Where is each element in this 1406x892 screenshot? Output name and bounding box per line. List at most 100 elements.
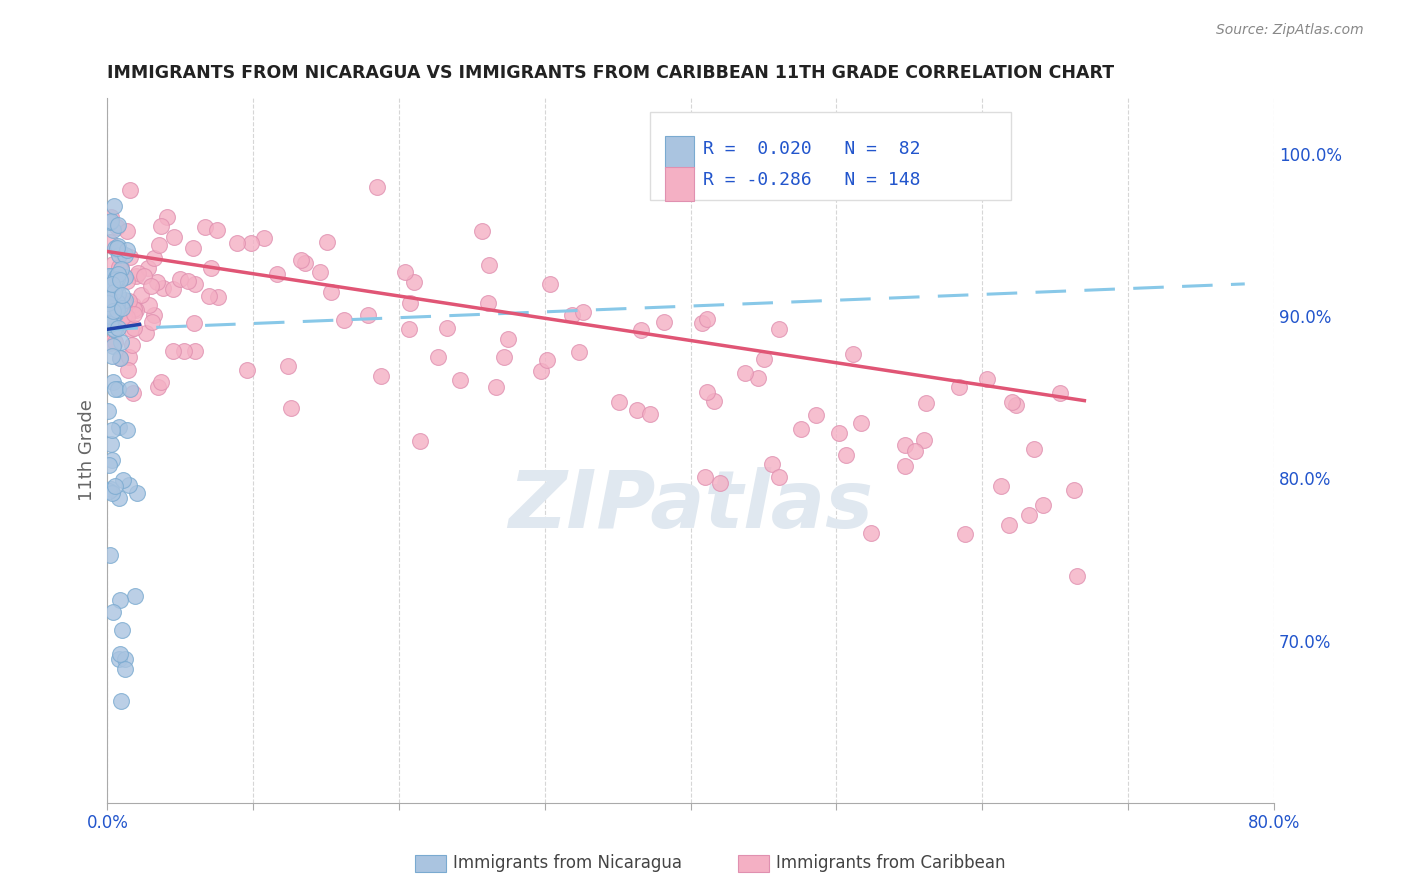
Point <box>319 285 342 300</box>
Point <box>114 662 136 676</box>
Point <box>177 273 200 287</box>
Point <box>114 311 136 326</box>
Point <box>538 277 561 292</box>
Point <box>110 260 132 275</box>
Text: ZIPatlas: ZIPatlas <box>508 467 873 545</box>
Point <box>768 470 790 484</box>
Point <box>163 230 186 244</box>
Point <box>200 261 222 276</box>
Point <box>127 267 149 281</box>
Point <box>105 270 128 285</box>
Point <box>107 267 129 281</box>
Point <box>835 449 858 463</box>
Point <box>104 273 127 287</box>
Point <box>125 486 148 500</box>
Point <box>997 517 1019 532</box>
Point <box>98 309 121 323</box>
Point <box>496 332 519 346</box>
Point <box>101 452 124 467</box>
Point <box>124 302 146 317</box>
Point <box>183 316 205 330</box>
Point <box>107 321 129 335</box>
Point <box>111 301 134 315</box>
Point <box>117 363 139 377</box>
Point <box>103 199 125 213</box>
Point <box>1018 508 1040 523</box>
Point <box>105 308 128 322</box>
Point <box>97 314 120 328</box>
Point <box>124 268 146 283</box>
Point <box>112 302 135 317</box>
Point <box>709 475 731 490</box>
Point <box>120 250 142 264</box>
Point <box>150 375 173 389</box>
Point <box>485 380 508 394</box>
Point <box>571 304 593 318</box>
Point <box>105 220 128 235</box>
Point <box>115 224 138 238</box>
Point <box>124 589 146 603</box>
Point <box>98 549 121 563</box>
Point <box>156 211 179 225</box>
Point <box>121 298 143 312</box>
Point <box>117 274 139 288</box>
Point <box>108 593 131 607</box>
Point <box>1049 386 1071 401</box>
Point <box>761 457 783 471</box>
Point <box>114 293 136 308</box>
Point <box>194 220 217 235</box>
Point <box>436 321 458 335</box>
Point <box>101 308 124 322</box>
Point <box>107 311 129 326</box>
Point <box>97 285 120 300</box>
Point <box>98 336 121 351</box>
Point <box>101 257 124 271</box>
Point <box>107 382 129 396</box>
FancyBboxPatch shape <box>665 136 695 169</box>
Point <box>976 372 998 386</box>
Point <box>97 458 120 472</box>
Point <box>357 308 380 322</box>
Point <box>609 395 631 409</box>
Point <box>120 382 142 396</box>
Point <box>104 335 127 350</box>
Point <box>111 623 134 637</box>
Point <box>173 343 195 358</box>
Point <box>136 261 159 276</box>
Point <box>117 423 139 437</box>
Point <box>108 647 131 661</box>
Point <box>101 485 124 500</box>
Point <box>290 252 312 267</box>
Point <box>626 403 648 417</box>
Point <box>162 282 184 296</box>
Point <box>860 525 883 540</box>
Point <box>108 248 131 262</box>
Point <box>105 299 128 313</box>
Point <box>477 296 499 310</box>
Point <box>115 244 138 258</box>
Point <box>398 296 420 310</box>
Text: R =  0.020   N =  82: R = 0.020 N = 82 <box>703 140 921 158</box>
Point <box>105 271 128 285</box>
Point <box>904 443 927 458</box>
Point <box>98 288 121 302</box>
Point <box>652 315 675 329</box>
Point <box>104 323 127 337</box>
Point <box>143 308 166 322</box>
Point <box>370 369 392 384</box>
Point <box>427 350 450 364</box>
Point <box>100 483 122 497</box>
Point <box>110 261 132 276</box>
Point <box>132 269 155 284</box>
Point <box>696 384 718 399</box>
Point <box>124 320 146 334</box>
Point <box>104 478 127 492</box>
Point <box>101 277 124 291</box>
Point <box>121 338 143 352</box>
Point <box>1005 398 1028 412</box>
FancyBboxPatch shape <box>650 112 1011 200</box>
Point <box>842 347 865 361</box>
Point <box>108 351 131 366</box>
Point <box>104 382 127 396</box>
Point <box>97 307 120 321</box>
